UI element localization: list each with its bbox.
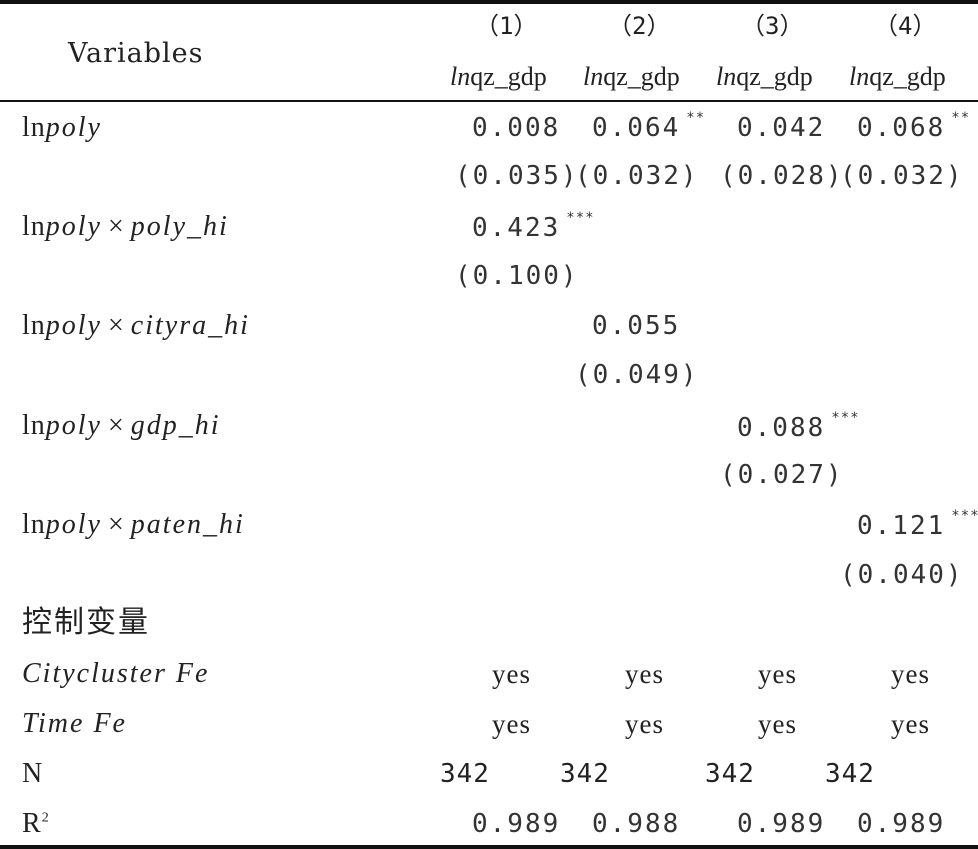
column-dependent-variable-4: lnqz_gdp (849, 62, 946, 91)
coef-gdp-hi-3: 0.088 *** (737, 410, 860, 443)
time-fe-3: yes (758, 709, 797, 739)
column-number-2: （2） (608, 12, 671, 40)
se-lnpoly-2: (0.032) (575, 161, 699, 191)
column-dependent-variable-2: lnqz_gdp (583, 62, 680, 91)
row-label-poly-hi: lnpoly × poly_hi (22, 211, 229, 242)
n-1: 342 (440, 759, 490, 789)
se-paten-hi-4: (0.040) (840, 560, 964, 590)
coef-lnpoly-2: 0.064 ** (592, 110, 706, 143)
row-label-citycluster-fe: Citycluster Fe (22, 658, 210, 689)
se-lnpoly-3: (0.028) (720, 161, 844, 191)
r2-1: 0.989 (472, 809, 561, 839)
column-number-4: （4） (874, 12, 937, 40)
variables-header: Variables (68, 38, 204, 69)
row-label-n: N (22, 758, 44, 789)
table-bottom-rule (0, 845, 978, 849)
row-label-r-squared: R2 (22, 808, 50, 839)
coef-paten-hi-4: 0.121 *** (857, 508, 978, 541)
n-4: 342 (825, 759, 875, 789)
r2-2: 0.988 (592, 809, 681, 839)
citycluster-fe-3: yes (758, 659, 797, 689)
column-number-3: （3） (741, 12, 804, 40)
column-dependent-variable-3: lnqz_gdp (716, 62, 813, 91)
coef-lnpoly-4: 0.068 ** (857, 110, 971, 143)
coef-lnpoly-3: 0.042 (737, 113, 826, 143)
se-lnpoly-4: (0.032) (840, 161, 964, 191)
table-top-rule (0, 0, 978, 4)
row-label-time-fe: Time Fe (22, 708, 127, 739)
column-number-1: （1） (475, 12, 538, 40)
time-fe-2: yes (625, 709, 664, 739)
coef-poly-hi-1: 0.423 *** (472, 210, 595, 243)
table-header-rule (0, 100, 978, 102)
time-fe-4: yes (891, 709, 930, 739)
citycluster-fe-4: yes (891, 659, 930, 689)
se-gdp-hi-3: (0.027) (720, 460, 844, 490)
row-label-cityra-hi: lnpoly × cityra_hi (22, 310, 250, 341)
r2-4: 0.989 (857, 809, 946, 839)
row-label-controls: 控制变量 (22, 605, 150, 640)
row-label-lnpoly: lnpoly (22, 112, 102, 143)
n-3: 342 (705, 759, 755, 789)
n-2: 342 (560, 759, 610, 789)
coef-lnpoly-1: 0.008 (472, 113, 561, 143)
row-label-gdp-hi: lnpoly × gdp_hi (22, 410, 221, 441)
se-lnpoly-1: (0.035) (455, 161, 579, 191)
row-label-paten-hi: lnpoly × paten_hi (22, 509, 245, 540)
column-dependent-variable-1: lnqz_gdp (450, 62, 547, 91)
se-cityra-hi-2: (0.049) (575, 360, 699, 390)
time-fe-1: yes (492, 709, 531, 739)
citycluster-fe-2: yes (625, 659, 664, 689)
se-poly-hi-1: (0.100) (455, 261, 579, 291)
r2-3: 0.989 (737, 809, 826, 839)
citycluster-fe-1: yes (492, 659, 531, 689)
coef-cityra-hi-2: 0.055 (592, 311, 681, 341)
